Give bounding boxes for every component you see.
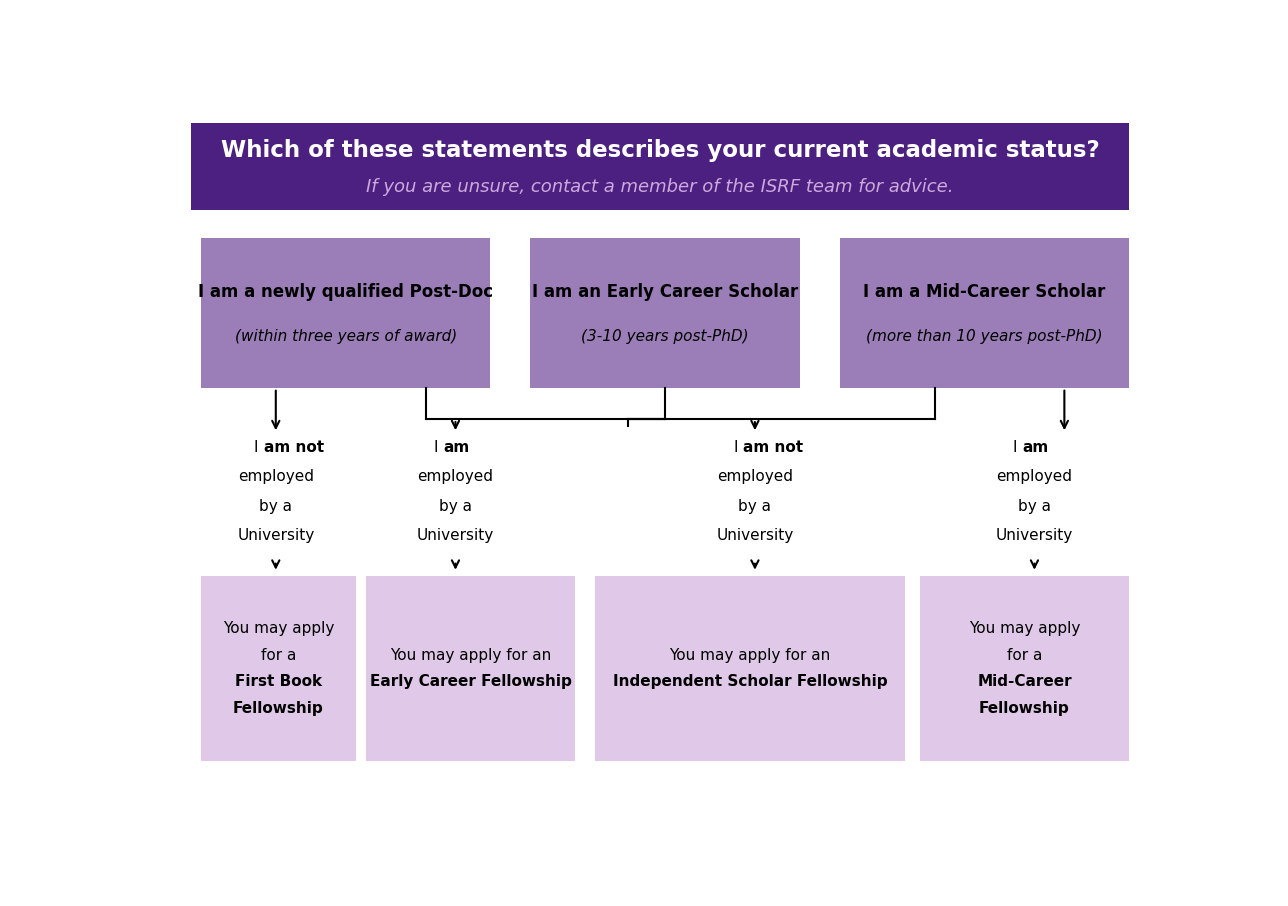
Text: am not: am not <box>743 440 804 455</box>
Text: Fellowship: Fellowship <box>233 701 323 716</box>
Text: employed: employed <box>417 469 493 485</box>
Text: You may apply for an: You may apply for an <box>670 648 831 663</box>
Text: University: University <box>417 528 495 543</box>
Text: Early Career Fellowship: Early Career Fellowship <box>370 674 572 689</box>
Text: I: I <box>255 440 264 455</box>
FancyBboxPatch shape <box>191 122 1130 210</box>
Text: by a: by a <box>439 498 471 514</box>
Text: Mid-Career: Mid-Career <box>978 674 1072 689</box>
Text: Independent Scholar Fellowship: Independent Scholar Fellowship <box>613 674 887 689</box>
Text: am not: am not <box>264 440 325 455</box>
Text: am: am <box>443 440 470 455</box>
Text: I: I <box>1014 440 1023 455</box>
Text: (more than 10 years post-PhD): (more than 10 years post-PhD) <box>867 329 1103 344</box>
Text: I am an Early Career Scholar: I am an Early Career Scholar <box>532 283 799 301</box>
Text: for a: for a <box>1007 648 1042 663</box>
Text: You may apply: You may apply <box>969 622 1081 636</box>
Text: by a: by a <box>1018 498 1051 514</box>
Text: by a: by a <box>738 498 772 514</box>
Text: employed: employed <box>717 469 793 485</box>
Text: I: I <box>734 440 743 455</box>
Text: employed: employed <box>238 469 314 485</box>
Text: (within three years of award): (within three years of award) <box>234 329 457 344</box>
Text: am: am <box>1023 440 1048 455</box>
Text: (3-10 years post-PhD): (3-10 years post-PhD) <box>581 329 748 344</box>
Text: University: University <box>996 528 1073 543</box>
Text: First Book: First Book <box>234 674 322 689</box>
Text: If you are unsure, contact a member of the ISRF team for advice.: If you are unsure, contact a member of t… <box>366 178 954 196</box>
FancyBboxPatch shape <box>201 576 355 761</box>
Text: You may apply for an: You may apply for an <box>390 648 551 663</box>
Text: I: I <box>434 440 443 455</box>
Text: employed: employed <box>997 469 1073 485</box>
Text: by a: by a <box>259 498 292 514</box>
FancyBboxPatch shape <box>595 576 904 761</box>
Text: Which of these statements describes your current academic status?: Which of these statements describes your… <box>220 140 1100 162</box>
FancyBboxPatch shape <box>366 576 576 761</box>
Text: I am a Mid-Career Scholar: I am a Mid-Career Scholar <box>863 283 1105 301</box>
Text: University: University <box>716 528 793 543</box>
Text: Fellowship: Fellowship <box>979 701 1070 716</box>
FancyBboxPatch shape <box>531 237 800 388</box>
Text: for a: for a <box>260 648 296 663</box>
Text: You may apply: You may apply <box>223 622 334 636</box>
FancyBboxPatch shape <box>920 576 1130 761</box>
FancyBboxPatch shape <box>201 237 491 388</box>
Text: I am a newly qualified Post-Doc: I am a newly qualified Post-Doc <box>198 283 493 301</box>
Text: University: University <box>237 528 314 543</box>
FancyBboxPatch shape <box>840 237 1130 388</box>
